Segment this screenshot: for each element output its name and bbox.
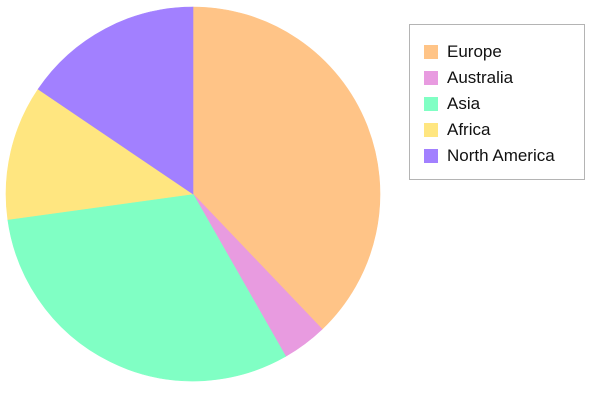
- legend-swatch-north-america: [424, 149, 438, 163]
- legend-swatch-australia: [424, 71, 438, 85]
- legend-item-asia: Asia: [424, 91, 584, 117]
- legend-label-europe: Europe: [447, 42, 502, 61]
- legend-swatch-africa: [424, 123, 438, 137]
- pie-plot-area: [5, 6, 381, 382]
- pie-slice-asia: [7, 193, 287, 382]
- legend-item-europe: Europe: [424, 39, 584, 65]
- pie-slice-europe: [192, 6, 381, 330]
- legend-label-australia: Australia: [447, 68, 514, 87]
- pie-slice-africa: [5, 88, 194, 220]
- legend-label-asia: Asia: [447, 94, 481, 113]
- pie-slice-north-america: [37, 6, 194, 195]
- legend-item-north-america: North America: [424, 143, 584, 169]
- legend-swatch-asia: [424, 97, 438, 111]
- legend-swatch-europe: [424, 45, 438, 59]
- legend: Europe Australia Asia Africa North America: [409, 24, 585, 180]
- legend-item-africa: Africa: [424, 117, 584, 143]
- legend-label-africa: Africa: [447, 120, 491, 139]
- legend-label-north-america: North America: [447, 146, 555, 165]
- legend-list: Europe Australia Asia Africa North America: [410, 25, 584, 169]
- legend-item-australia: Australia: [424, 65, 584, 91]
